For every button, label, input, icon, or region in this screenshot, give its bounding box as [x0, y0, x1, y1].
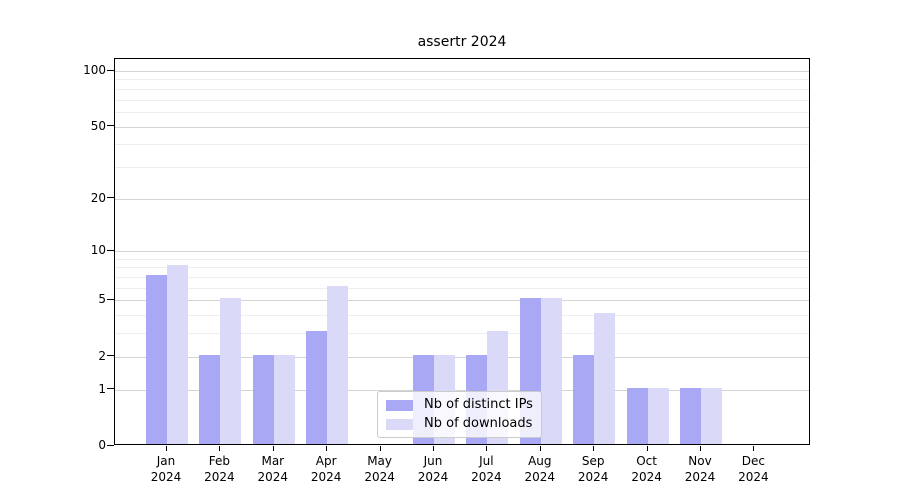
bar-nov-downloads — [701, 387, 722, 444]
x-tick-label: Dec 2024 — [738, 454, 769, 484]
minor-gridline — [115, 166, 809, 168]
x-tick-label: Jan 2024 — [150, 454, 182, 484]
x-tick — [646, 446, 648, 451]
x-tick — [219, 446, 221, 451]
minor-gridline — [115, 111, 809, 113]
bar-apr-downloads — [327, 285, 349, 444]
y-tick-label: 20 — [90, 190, 106, 205]
minor-gridline — [115, 79, 809, 81]
bar-feb-downloads — [220, 298, 242, 444]
minor-gridline — [115, 333, 809, 335]
y-tick — [107, 249, 114, 251]
bar-oct-distinct-ips — [626, 387, 648, 444]
y-tick — [107, 388, 114, 390]
y-tick-label: 50 — [90, 118, 106, 133]
legend-item-distinct-ips: Nb of distinct IPs — [386, 398, 533, 412]
bar-apr-distinct-ips — [306, 331, 328, 444]
major-gridline — [115, 251, 809, 253]
x-tick — [272, 446, 274, 451]
legend: Nb of distinct IPs Nb of downloads — [377, 391, 542, 438]
bar-mar-distinct-ips — [252, 354, 274, 444]
legend-swatch-downloads — [386, 418, 413, 430]
bar-nov-distinct-ips — [680, 387, 701, 444]
y-tick-label: 100 — [83, 63, 106, 77]
y-tick-label: 10 — [90, 243, 106, 258]
legend-swatch-distinct-ips — [386, 399, 413, 411]
y-tick-label: 5 — [98, 292, 106, 307]
legend-item-downloads: Nb of downloads — [386, 417, 533, 431]
x-tick — [539, 446, 541, 451]
major-gridline — [115, 198, 809, 200]
minor-gridline — [115, 287, 809, 289]
minor-gridline — [115, 258, 809, 260]
x-tick-label: Aug 2024 — [524, 454, 556, 484]
minor-gridline — [115, 88, 809, 90]
x-tick-label: Jul 2024 — [471, 454, 502, 484]
major-gridline — [115, 389, 809, 391]
major-gridline — [115, 300, 809, 302]
minor-gridline — [115, 144, 809, 146]
bar-mar-downloads — [273, 354, 295, 444]
x-tick-label: Sep 2024 — [577, 454, 609, 484]
bar-jan-distinct-ips — [146, 275, 167, 444]
bar-aug-downloads — [540, 298, 562, 444]
y-tick — [107, 197, 114, 199]
chart-title: assertr 2024 — [417, 34, 507, 50]
x-tick — [433, 446, 434, 451]
x-tick-label: Mar 2024 — [257, 454, 289, 484]
y-tick — [107, 355, 114, 357]
bar-sep-downloads — [594, 313, 616, 444]
minor-gridline — [115, 267, 809, 269]
y-tick — [107, 69, 114, 71]
x-tick-label: Oct 2024 — [631, 454, 662, 484]
x-tick-label: Nov 2024 — [684, 454, 716, 484]
plot-area — [114, 58, 810, 445]
x-tick-label: Jun 2024 — [417, 454, 449, 484]
x-tick — [166, 446, 167, 451]
minor-gridline — [115, 99, 809, 101]
legend-label-downloads: Nb of downloads — [424, 416, 533, 431]
bar-jan-downloads — [167, 265, 188, 444]
y-tick — [107, 125, 114, 127]
x-tick — [753, 446, 755, 451]
minor-gridline — [115, 315, 809, 317]
y-tick — [107, 298, 114, 300]
bar-sep-distinct-ips — [573, 354, 595, 444]
x-tick — [326, 446, 328, 451]
bar-oct-downloads — [647, 387, 669, 444]
y-tick-label: 0 — [98, 438, 106, 452]
x-tick — [379, 446, 381, 451]
y-tick — [107, 444, 114, 446]
x-tick-label: Apr 2024 — [310, 454, 342, 484]
bar-feb-distinct-ips — [199, 354, 221, 444]
major-gridline — [115, 126, 809, 128]
x-tick — [700, 446, 701, 451]
major-gridline — [115, 356, 809, 358]
minor-gridline — [115, 277, 809, 279]
x-tick — [486, 446, 488, 451]
y-tick-label: 1 — [98, 381, 106, 396]
legend-label-distinct-ips: Nb of distinct IPs — [424, 397, 533, 412]
y-tick-label: 2 — [98, 348, 106, 363]
x-tick-label: May 2024 — [364, 454, 395, 484]
major-gridline — [115, 71, 809, 72]
x-tick-label: Feb 2024 — [204, 454, 235, 484]
x-tick — [593, 446, 595, 451]
